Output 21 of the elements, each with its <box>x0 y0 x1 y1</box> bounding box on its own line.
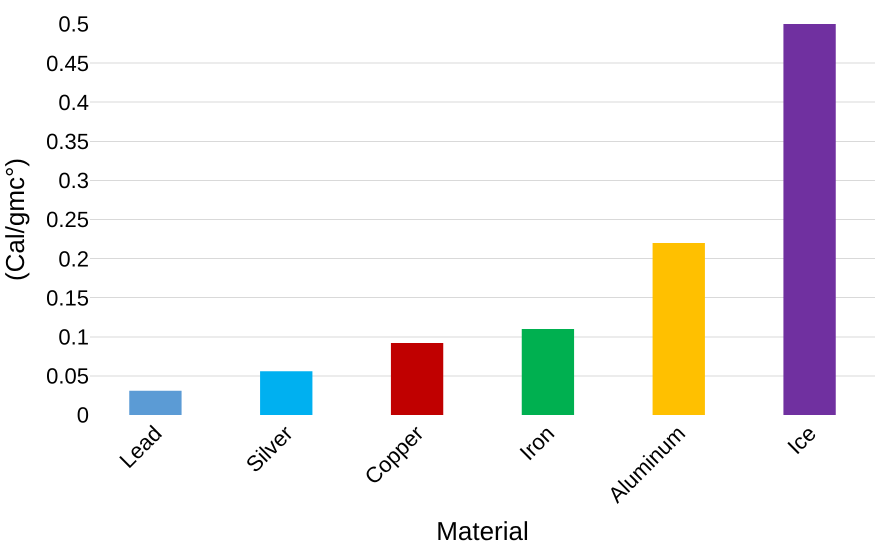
bar <box>522 328 574 415</box>
y-axis-title: (Cal/gmc°) <box>0 158 30 282</box>
y-tick-label: 0.1 <box>58 324 89 350</box>
x-tick-label: Ice <box>782 420 821 460</box>
y-tick-label: 0.5 <box>58 12 89 37</box>
y-tick-label: 0.35 <box>46 129 89 154</box>
bar <box>260 371 312 415</box>
bar <box>783 24 836 415</box>
bar <box>390 343 444 415</box>
y-tick-label: 0.15 <box>46 285 89 310</box>
y-tick-label: 0.4 <box>58 90 89 115</box>
y-tick-label: 0.05 <box>46 364 89 389</box>
bar <box>129 390 182 415</box>
y-tick-label: 0.45 <box>46 50 89 76</box>
y-tick-label: 0.2 <box>58 246 89 272</box>
x-axis-title: Material <box>436 516 529 546</box>
x-tick-label: Iron <box>514 420 560 466</box>
bar <box>652 242 705 415</box>
y-tick-label: 0.3 <box>58 168 89 194</box>
y-tick-label: 0.25 <box>46 207 89 232</box>
y-tick-label: 0 <box>76 402 89 428</box>
